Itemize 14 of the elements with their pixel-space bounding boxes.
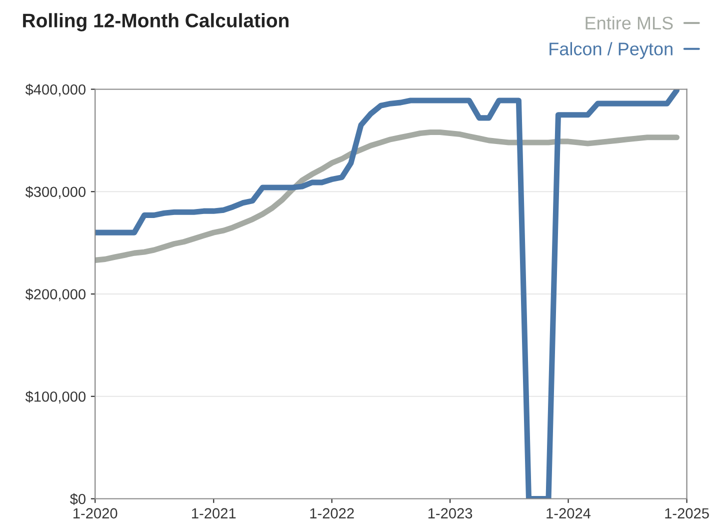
y-tick-label: $400,000 [25, 84, 86, 96]
x-tick-label: 1-2021 [192, 508, 236, 518]
x-tick-label: 1-2025 [665, 508, 709, 518]
x-tick-label: 1-2023 [428, 508, 472, 518]
legend-label: Falcon / Peyton [550, 42, 672, 59]
x-tick-label: 1-2022 [310, 508, 354, 518]
x-tick-label: 1-2020 [74, 508, 118, 518]
y-tick-label: $100,000 [25, 390, 86, 404]
y-tick-label: $0 [70, 493, 86, 506]
y-tick-label: $300,000 [25, 186, 86, 199]
legend-label: Entire MLS [586, 16, 673, 30]
y-tick-label: $200,000 [25, 288, 86, 302]
chart-title: Rolling 12-Month Calculation [23, 13, 288, 32]
x-tick-label: 1-2024 [546, 508, 591, 518]
